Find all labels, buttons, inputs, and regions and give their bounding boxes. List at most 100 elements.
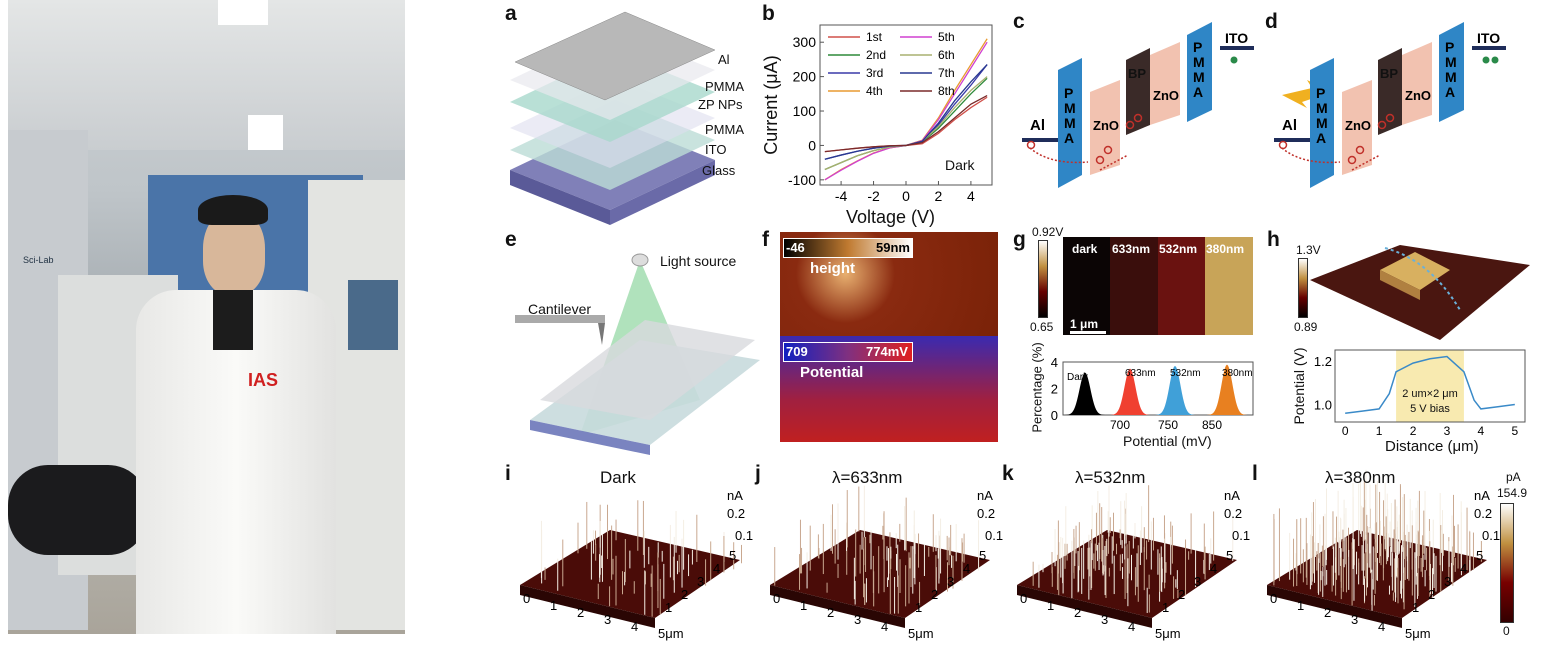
x-tick-label: 3 bbox=[1101, 612, 1108, 627]
c-pmma-letter: A bbox=[1064, 130, 1074, 146]
x-tick-label: 2 bbox=[827, 605, 834, 620]
surface-potential-3d bbox=[1310, 245, 1530, 340]
b-legend-label-7th: 7th bbox=[938, 66, 955, 80]
d-pmma-letter: A bbox=[1316, 130, 1326, 146]
x-tick-label: 4 bbox=[1378, 619, 1385, 634]
layer-label-pmma-bottom: PMMA bbox=[705, 122, 744, 137]
surface-front bbox=[1017, 585, 1152, 628]
c-bp-label: BP bbox=[1128, 66, 1146, 81]
map-label-532nm: 532nm bbox=[1159, 242, 1198, 256]
c-zno-right bbox=[1150, 42, 1180, 125]
x-tick-label: 3 bbox=[1351, 612, 1358, 627]
h-colorbar-min: 0.89 bbox=[1294, 320, 1318, 334]
d-pmma2-letter: M bbox=[1445, 69, 1457, 85]
y-tick-label: 4 bbox=[1210, 561, 1217, 576]
device-stack-diagram bbox=[510, 11, 716, 225]
current-colorbar-max: 154.9 bbox=[1497, 486, 1528, 500]
g-histogram-380nm bbox=[1207, 364, 1247, 415]
x-tick-label: 0 bbox=[773, 591, 780, 606]
layer-label-pmma-top: PMMA bbox=[705, 79, 744, 94]
g-histogram-633nm bbox=[1110, 368, 1150, 415]
d-pmma-right bbox=[1439, 22, 1464, 122]
surface-front bbox=[1267, 585, 1402, 628]
d-hole-icon bbox=[1385, 113, 1395, 123]
g-y-tick-label: 2 bbox=[1051, 382, 1058, 397]
potential-colorbar bbox=[783, 342, 913, 362]
c-pmma2-letter: M bbox=[1193, 54, 1205, 70]
panel-label-d: d bbox=[1265, 10, 1278, 33]
d-electron-icon bbox=[1482, 56, 1490, 64]
h-colorbar bbox=[1298, 258, 1308, 318]
title-633nm: λ=633nm bbox=[832, 468, 903, 487]
y-tick-label: 5 bbox=[729, 548, 736, 563]
y-tick-label: 1 bbox=[1162, 600, 1169, 615]
g-series-label-380nm: 380nm bbox=[1222, 368, 1253, 379]
c-zno-label: ZnO bbox=[1093, 118, 1119, 133]
layer-label-ito: ITO bbox=[705, 142, 727, 157]
b-legend-label-8th: 8th bbox=[938, 84, 955, 98]
height-colorbar bbox=[783, 238, 913, 258]
panel-label-c: c bbox=[1013, 10, 1025, 33]
x-tick-label: 5μm bbox=[1155, 626, 1181, 641]
y-tick-label: 3 bbox=[697, 574, 704, 589]
g-xlabel-text: Potential (mV) bbox=[1123, 433, 1212, 449]
layer-label-al: Al bbox=[718, 52, 730, 67]
x-tick-label: 5μm bbox=[1405, 626, 1431, 641]
z-tick-label: 0.1 bbox=[985, 528, 1003, 543]
g-xlabel: Potential (mV) bbox=[1123, 434, 1212, 448]
map-dark bbox=[1063, 237, 1110, 335]
map-532nm bbox=[1158, 237, 1205, 335]
d-electron-icon bbox=[1491, 56, 1499, 64]
light-source-label: Light source bbox=[660, 253, 737, 269]
b-legend-label-1st: 1st bbox=[866, 30, 883, 44]
z-tick-label: 0.2 bbox=[1224, 506, 1242, 521]
h-x-tick-label: 3 bbox=[1444, 424, 1451, 438]
b-y-tick-label: -100 bbox=[788, 172, 816, 188]
current-colorbar-min: 0 bbox=[1503, 624, 1510, 638]
x-tick-label: 4 bbox=[631, 619, 638, 634]
z-unit-label: nA bbox=[727, 488, 743, 503]
y-tick-label: 3 bbox=[1444, 574, 1451, 589]
panel-label-g: g bbox=[1013, 228, 1026, 251]
x-tick-label: 4 bbox=[881, 619, 888, 634]
h-x-tick-label: 2 bbox=[1410, 424, 1417, 438]
d-pmma-letter: M bbox=[1316, 100, 1328, 116]
c-pmma2-letter: P bbox=[1193, 39, 1202, 55]
d-pmma2-letter: M bbox=[1445, 54, 1457, 70]
potential-min: 709 bbox=[786, 344, 808, 359]
y-tick-label: 5 bbox=[1226, 548, 1233, 563]
c-pmma-letter: M bbox=[1064, 100, 1076, 116]
d-pmma-letter: M bbox=[1316, 115, 1328, 131]
b-x-tick-label: 4 bbox=[967, 188, 975, 204]
c-hole-icon bbox=[1133, 113, 1143, 123]
layer-label-zp-nps: ZP NPs bbox=[698, 97, 743, 112]
d-al-label: Al bbox=[1282, 117, 1297, 134]
cantilever-label: Cantilever bbox=[528, 301, 592, 317]
current-colorbar bbox=[1500, 503, 1514, 623]
c-pmma-letter: M bbox=[1064, 115, 1076, 131]
c-hole-arrow-2 bbox=[1099, 154, 1129, 171]
y-tick-label: 1 bbox=[1412, 600, 1419, 615]
y-tick-label: 3 bbox=[1194, 574, 1201, 589]
x-tick-label: 1 bbox=[1297, 598, 1304, 613]
x-tick-label: 4 bbox=[1128, 619, 1135, 634]
b-y-tick-label: 0 bbox=[808, 137, 816, 153]
d-pmma-letter: P bbox=[1316, 85, 1325, 101]
c-pmma2-letter: A bbox=[1193, 84, 1203, 100]
scale-bar: 1 μm bbox=[1070, 317, 1106, 334]
panel-label-h: h bbox=[1267, 228, 1280, 251]
x-tick-label: 1 bbox=[550, 598, 557, 613]
x-tick-label: 0 bbox=[1020, 591, 1027, 606]
panel-label-a: a bbox=[505, 2, 517, 25]
z-tick-label: 0.1 bbox=[735, 528, 753, 543]
logo-text: IAS bbox=[248, 370, 279, 390]
c-bp-block bbox=[1126, 48, 1150, 135]
g-ylabel: Percentage (%) bbox=[1029, 342, 1045, 433]
